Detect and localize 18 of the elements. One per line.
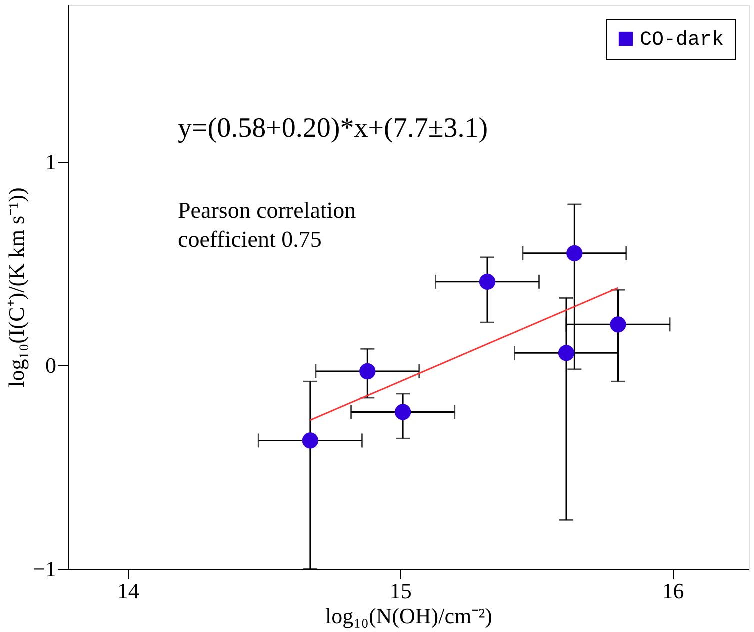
point <box>566 245 583 262</box>
point <box>302 432 318 449</box>
x-tick-label: 16 <box>662 578 684 604</box>
legend-label: CO-dark <box>640 29 724 52</box>
y-tick-label: −1 <box>33 556 56 582</box>
x-tick-label: 15 <box>390 578 412 604</box>
point <box>479 274 496 290</box>
point <box>558 345 575 362</box>
point <box>360 363 376 380</box>
annotation: Pearson correlation coefficient 0.75 <box>178 198 357 252</box>
y-tick-label: 0 <box>46 352 56 378</box>
point <box>610 316 626 333</box>
annotation: y=(0.58+0.20)*x+(7.7±3.1) <box>178 113 488 144</box>
x-tick-label: 14 <box>117 578 140 604</box>
y-tick-label: 1 <box>46 149 56 174</box>
point <box>394 404 412 420</box>
x-axis-title: log₁₀(N(OH)/cm⁻²) <box>325 604 493 628</box>
y-axis-title: log₁₀(I(C⁺)/(K km s⁻¹)) <box>4 188 30 388</box>
